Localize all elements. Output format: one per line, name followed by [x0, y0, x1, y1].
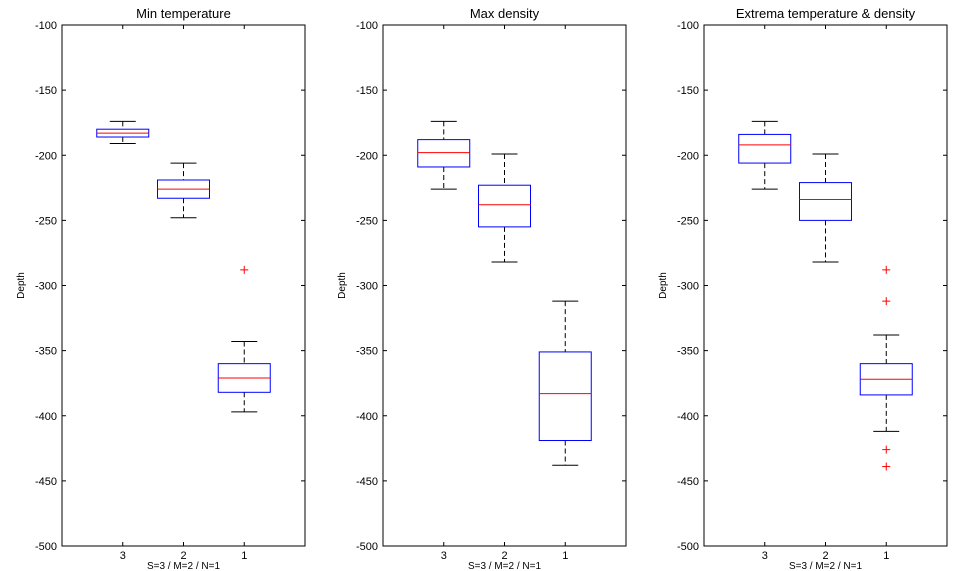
y-tick-label: -150 [677, 85, 699, 97]
y-tick-label: -500 [677, 541, 699, 553]
x-tick-label: 2 [822, 550, 828, 562]
chart-title: Min temperature [136, 6, 231, 21]
x-axis-label: S=3 / M=2 / N=1 [147, 561, 221, 571]
y-tick-label: -150 [356, 85, 378, 97]
chart-panel-1: Min temperature -100 -150 -200 -250 -300 -350 -… [16, 6, 306, 571]
y-tick-label: -300 [677, 281, 699, 293]
iqr-box [417, 139, 471, 168]
iqr-box [738, 133, 792, 164]
x-axis-label: S=3 / M=2 / N=1 [789, 561, 863, 571]
y-tick-label: -500 [35, 541, 57, 553]
outlier-marker [882, 265, 891, 274]
y-axis-label: Depth [16, 272, 27, 299]
x-tick-label: 2 [180, 550, 186, 562]
x-tick-label: 3 [441, 550, 447, 562]
box-group-3 [738, 120, 792, 190]
y-tick-label: -250 [356, 215, 378, 227]
y-tick-label: -350 [35, 346, 57, 358]
x-tick-label: 3 [762, 550, 768, 562]
box-group-2 [478, 153, 531, 263]
y-axis-label: Depth [658, 272, 669, 299]
y-tick-label: -100 [356, 20, 378, 32]
iqr-box [799, 182, 852, 221]
y-tick-label: -400 [356, 411, 378, 423]
y-tick-label: -350 [356, 346, 378, 358]
axes-frame [61, 24, 306, 547]
axes-frame [382, 24, 627, 547]
chart-panel-3: Extrema temperature & density -100 -150 -20… [658, 6, 948, 571]
y-tick-label: -200 [35, 150, 57, 162]
box-group-3 [417, 120, 471, 190]
box-group-1 [859, 265, 913, 471]
iqr-box [478, 184, 531, 228]
x-axis-label: S=3 / M=2 / N=1 [468, 561, 542, 571]
y-tick-label: -350 [677, 346, 699, 358]
y-tick-label: -450 [356, 476, 378, 488]
box-group-2 [157, 162, 210, 219]
y-tick-label: -200 [677, 150, 699, 162]
y-tick-label: -450 [677, 476, 699, 488]
box-group-3 [96, 120, 150, 145]
y-tick-label: -400 [35, 411, 57, 423]
y-tick-label: -400 [677, 411, 699, 423]
y-tick-label: -250 [35, 215, 57, 227]
y-tick-label: -200 [356, 150, 378, 162]
chart-panel-2: Max density -100 -150 -200 -250 -300 -350 -400 -… [337, 6, 627, 571]
chart-title: Extrema temperature & density [736, 6, 916, 21]
y-tick-label: -250 [677, 215, 699, 227]
axes-frame [703, 24, 948, 547]
chart-title: Max density [470, 6, 540, 21]
y-tick-label: -300 [35, 281, 57, 293]
y-tick-label: -450 [35, 476, 57, 488]
x-tick-label: 3 [120, 550, 126, 562]
box-group-2 [799, 153, 852, 263]
y-tick-label: -150 [35, 85, 57, 97]
x-tick-label: 1 [241, 550, 247, 562]
iqr-box [538, 351, 592, 441]
y-axis-label: Depth [337, 272, 348, 299]
outlier-marker [882, 462, 891, 471]
y-tick-label: -100 [677, 20, 699, 32]
outlier-marker [882, 445, 891, 454]
x-tick-label: 1 [562, 550, 568, 562]
y-tick-label: -100 [35, 20, 57, 32]
y-tick-label: -300 [356, 281, 378, 293]
box-group-1 [217, 265, 271, 413]
outlier-marker [882, 297, 891, 306]
box-group-1 [538, 300, 592, 466]
x-tick-label: 1 [883, 550, 889, 562]
y-tick-label: -500 [356, 541, 378, 553]
outlier-marker [240, 265, 249, 274]
x-tick-label: 2 [501, 550, 507, 562]
